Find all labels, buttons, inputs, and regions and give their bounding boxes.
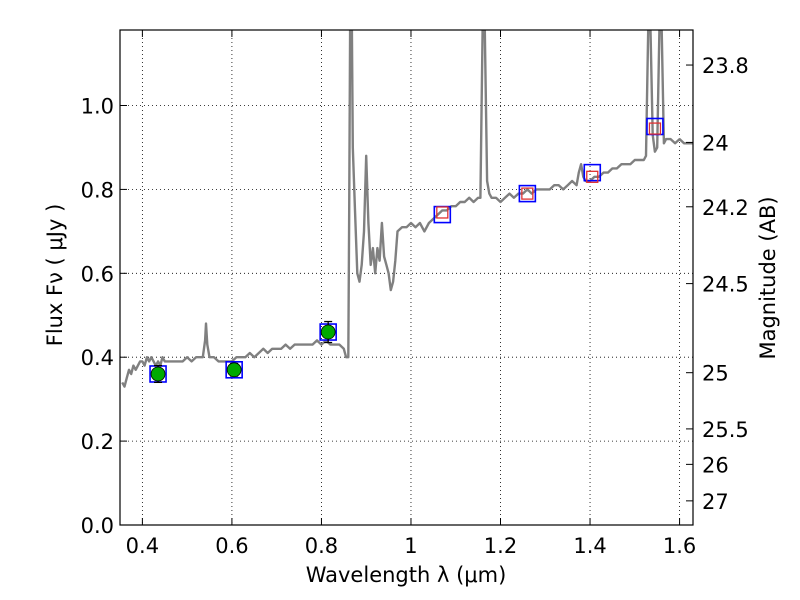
plot-area: [121, 30, 693, 388]
y-axis-label: Flux Fν ( μJy ): [43, 204, 67, 347]
y2-tick-label: 25.5: [702, 418, 749, 442]
model-photometry-square: [518, 184, 537, 203]
y2-tick-label: 24.2: [702, 196, 749, 220]
markers: [149, 117, 664, 384]
y2-tick-label: 23.8: [702, 54, 749, 78]
y2-tick-label: 26: [702, 453, 729, 477]
upper-limit-square: [436, 206, 449, 219]
model-sed-line: [121, 30, 693, 388]
upper-limit-square: [521, 187, 534, 200]
y-tick-label: 1.0: [81, 95, 114, 119]
model-photometry-square: [583, 163, 602, 182]
x-tick-label: 1.2: [484, 534, 517, 558]
axes-frame: [119, 29, 694, 526]
x-tick-label: 0.6: [215, 534, 248, 558]
y-tick-label: 0.6: [81, 262, 114, 286]
y2-tick-label: 24: [702, 131, 729, 155]
y2-tick-label: 24.5: [702, 273, 749, 297]
x-axis-label: Wavelength λ (μm): [306, 563, 507, 587]
y-tick-label: 0.2: [81, 430, 114, 454]
observed-point: [226, 362, 242, 378]
y-tick-label: 0.8: [81, 178, 114, 202]
model-photometry-square: [225, 360, 243, 379]
grid: [120, 30, 693, 526]
ticks: [120, 30, 693, 526]
observed-point: [320, 324, 336, 340]
observed-point: [150, 366, 166, 382]
tick-labels: 0.4 0.6 0.8 1 1.2 1.4 1.6 0.0 0.2 0.4 0.6 0.8 1.0 23.…: [81, 54, 749, 558]
upper-limit-square: [648, 122, 662, 135]
x-tick-label: 1.6: [663, 534, 696, 558]
upper-limit-square: [586, 170, 599, 183]
x-tick-label: 0.4: [126, 534, 159, 558]
y2-tick-label: 27: [702, 490, 729, 514]
y2-tick-label: 25: [702, 362, 729, 386]
x-tick-label: 1: [404, 534, 417, 558]
x-tick-label: 0.8: [305, 534, 338, 558]
y-tick-label: 0.0: [81, 514, 114, 538]
x-tick-label: 1.4: [573, 534, 606, 558]
y2-axis-label: Magnitude (AB): [756, 196, 780, 359]
y-tick-label: 0.4: [81, 346, 114, 370]
